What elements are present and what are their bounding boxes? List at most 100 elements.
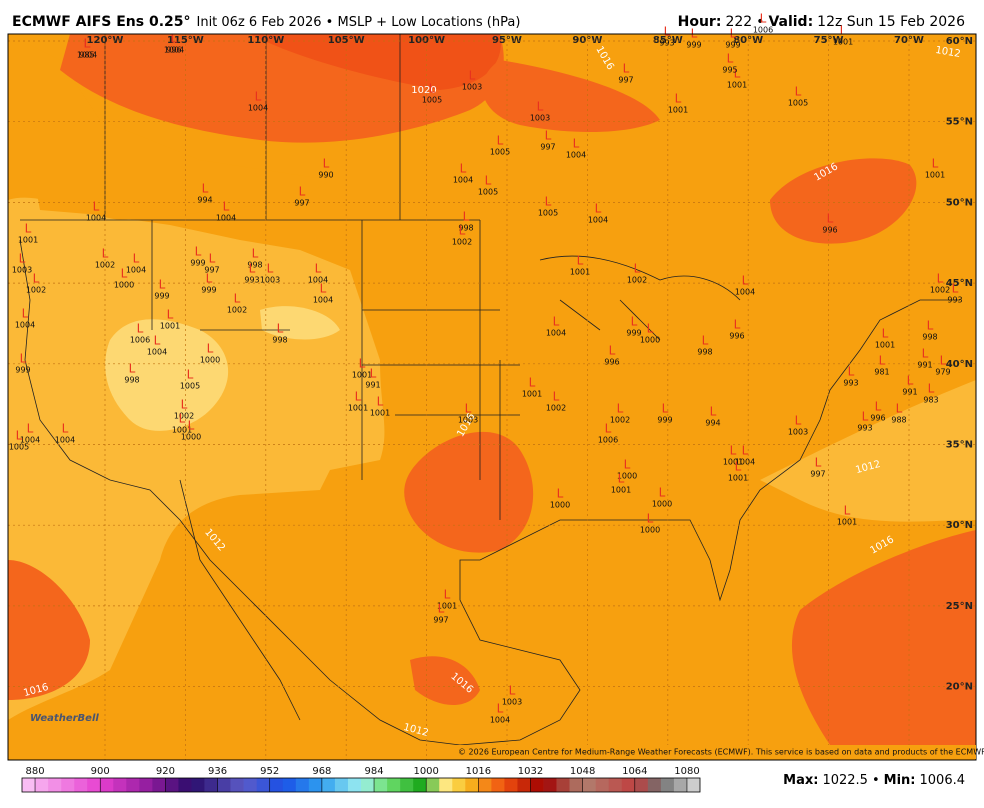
low-symbol: L	[827, 212, 834, 226]
coastlines	[19, 34, 960, 746]
low-pressure: 995	[722, 66, 737, 75]
copyright: © 2026 European Centre for Medium-Range …	[458, 748, 984, 757]
low-pressure: 1004	[735, 288, 755, 297]
valid-label: Valid:	[768, 14, 813, 30]
low-pressure: 1004	[55, 436, 75, 445]
low-symbol: L	[20, 352, 27, 366]
lat-label: 40°N	[946, 359, 973, 370]
low-pressure: 1002	[546, 404, 566, 413]
low-symbol: L	[862, 410, 869, 424]
low-symbol: L	[359, 357, 366, 371]
low-pressure: 997	[540, 143, 555, 152]
low-pressure: 999	[15, 366, 30, 375]
low-symbol: L	[469, 69, 476, 83]
low-pressure: 1004	[77, 51, 97, 60]
colorbar-cell	[165, 778, 179, 792]
low-symbol: L	[928, 382, 935, 396]
low-pressure: 1005	[538, 209, 558, 218]
low-symbol: L	[377, 395, 384, 409]
lat-label: 30°N	[946, 520, 973, 531]
colorbar-cell	[504, 778, 518, 792]
max-label: Max:	[783, 773, 818, 788]
high-core	[130, 34, 501, 90]
low-pressure: 999	[725, 41, 740, 50]
low-symbol: L	[896, 402, 903, 416]
high-region	[482, 60, 660, 132]
low-symbol: L	[879, 354, 886, 368]
low-pressure: 993	[857, 424, 872, 433]
colorbar-cell	[295, 778, 310, 792]
lat-label: 55°N	[946, 117, 973, 128]
low-pressure: 1003	[458, 416, 478, 425]
colorbar-cell	[517, 778, 531, 792]
low-symbol: L	[485, 174, 492, 188]
colorbar-cell	[217, 778, 231, 792]
low-pressure: 1004	[126, 266, 146, 275]
lon-label: 85°W	[653, 35, 683, 46]
low-symbol: L	[181, 398, 188, 412]
low-symbol: L	[595, 202, 602, 216]
low-pressure: 1002	[930, 286, 950, 295]
sep: •	[872, 773, 880, 788]
low-pressure: 996	[166, 46, 181, 55]
low-symbol: L	[927, 319, 934, 333]
low-symbol: L	[497, 134, 504, 148]
low-symbol: L	[795, 85, 802, 99]
colorbar-tick-label: 900	[91, 766, 110, 777]
low-symbol: L	[299, 185, 306, 199]
low-symbol: L	[460, 162, 467, 176]
low-symbol: L	[84, 37, 91, 51]
low-symbol: L	[223, 200, 230, 214]
colorbar-cell	[387, 778, 401, 792]
region	[8, 34, 330, 220]
colorbar-cell	[256, 778, 271, 792]
low-pressure: 979	[935, 368, 950, 377]
min: 1006.4	[920, 773, 966, 788]
low-symbol: L	[623, 62, 630, 76]
lat-label: 25°N	[946, 601, 973, 612]
low-pressure: 998	[458, 224, 473, 233]
lat-label: 20°N	[946, 682, 973, 693]
colorbar-cell	[439, 778, 453, 792]
low-symbol: L	[93, 200, 100, 214]
low-pressure: 997	[294, 199, 309, 208]
lon-label: 95°W	[492, 35, 522, 46]
high-region	[410, 656, 480, 705]
low-symbol: L	[952, 282, 959, 296]
colorbar-cell	[491, 778, 505, 792]
low-pressure: 1000	[550, 501, 570, 510]
low-symbol: L	[171, 32, 178, 46]
low-pressure: 1001	[18, 236, 38, 245]
colorbar-cell	[647, 778, 662, 792]
colorbar-cell	[243, 778, 257, 792]
colorbar-cell	[308, 778, 323, 792]
low-symbol: L	[315, 262, 322, 276]
low-pressure: 1004	[490, 716, 510, 725]
colorbar-cell	[582, 778, 596, 792]
low-pressure: 997	[433, 616, 448, 625]
colorbar-tick-label: 1032	[518, 766, 543, 777]
light-band	[760, 380, 976, 522]
title: ECMWF AIFS Ens 0.25°	[12, 14, 191, 30]
low-pressure: 1006	[753, 26, 773, 35]
colorbar-cell	[634, 778, 649, 792]
colorbar-cell	[126, 778, 140, 792]
low-pressure: 1001	[160, 322, 180, 331]
low-symbol: L	[27, 422, 34, 436]
low-pressure: 1004	[15, 321, 35, 330]
low-symbol: L	[742, 444, 749, 458]
low-pressure: 983	[923, 396, 938, 405]
colorbar-cell	[673, 778, 688, 792]
low-symbol: L	[438, 602, 445, 616]
low-symbol: L	[710, 405, 717, 419]
low-symbol: L	[159, 278, 166, 292]
low-symbol: L	[573, 137, 580, 151]
low-symbol: L	[16, 429, 23, 443]
lon-label: 115°W	[167, 35, 204, 46]
low-symbol: L	[465, 402, 472, 416]
lat-label: 60°N	[946, 36, 973, 47]
low-symbol: L	[195, 245, 202, 259]
low-symbol: L	[730, 444, 737, 458]
low-symbol: L	[659, 486, 666, 500]
low-pressure: 1003	[530, 114, 550, 123]
